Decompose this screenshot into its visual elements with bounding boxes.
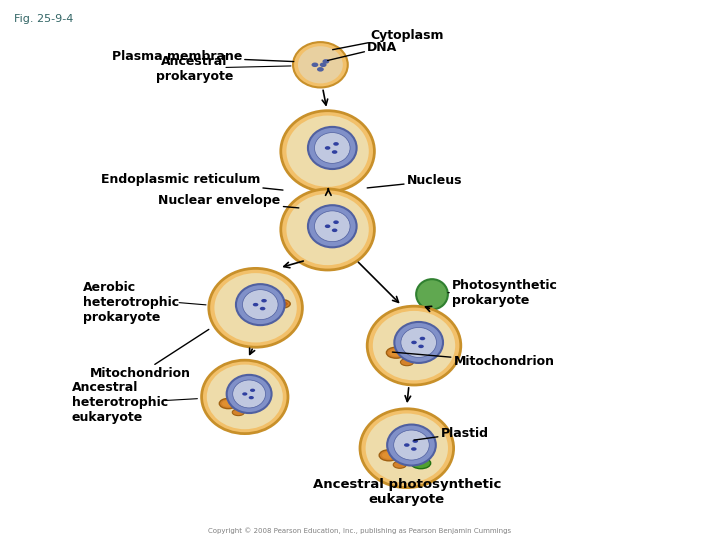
Text: Plasma membrane: Plasma membrane <box>112 50 294 63</box>
Ellipse shape <box>272 300 290 308</box>
Ellipse shape <box>332 150 338 154</box>
Text: Mitochondrion: Mitochondrion <box>90 329 209 380</box>
Text: Fig. 25-9-4: Fig. 25-9-4 <box>14 14 73 24</box>
Ellipse shape <box>222 400 235 407</box>
Text: Photosynthetic
prokaryote: Photosynthetic prokaryote <box>452 279 558 307</box>
Ellipse shape <box>332 228 338 232</box>
Ellipse shape <box>243 289 278 320</box>
Text: Ancestral
prokaryote: Ancestral prokaryote <box>156 55 233 83</box>
Ellipse shape <box>287 194 369 265</box>
Ellipse shape <box>261 299 267 302</box>
Ellipse shape <box>387 347 406 358</box>
Ellipse shape <box>209 268 302 347</box>
Ellipse shape <box>227 375 271 413</box>
Ellipse shape <box>207 364 283 429</box>
Text: Cytoplasm: Cytoplasm <box>333 29 444 50</box>
Ellipse shape <box>260 307 266 310</box>
Ellipse shape <box>333 220 339 224</box>
Ellipse shape <box>360 409 454 488</box>
Ellipse shape <box>325 225 330 228</box>
Ellipse shape <box>308 205 356 247</box>
Text: Nucleus: Nucleus <box>367 174 462 188</box>
Ellipse shape <box>315 211 350 242</box>
Ellipse shape <box>215 273 297 342</box>
Ellipse shape <box>395 322 443 363</box>
Ellipse shape <box>293 42 348 87</box>
Ellipse shape <box>325 146 330 150</box>
Ellipse shape <box>236 284 284 325</box>
Ellipse shape <box>400 359 413 366</box>
Ellipse shape <box>404 443 410 447</box>
Ellipse shape <box>233 380 266 408</box>
Ellipse shape <box>366 414 448 483</box>
Ellipse shape <box>333 142 339 146</box>
Ellipse shape <box>373 311 455 380</box>
Ellipse shape <box>281 111 374 192</box>
Ellipse shape <box>250 389 255 392</box>
Ellipse shape <box>402 451 415 458</box>
Ellipse shape <box>323 59 329 64</box>
Ellipse shape <box>202 360 288 434</box>
Text: Plastid: Plastid <box>414 427 489 440</box>
Ellipse shape <box>387 424 436 465</box>
Ellipse shape <box>390 349 403 356</box>
Ellipse shape <box>248 396 254 399</box>
Ellipse shape <box>233 409 244 416</box>
Ellipse shape <box>411 341 417 344</box>
Text: Nuclear envelope: Nuclear envelope <box>158 194 299 208</box>
Ellipse shape <box>420 337 426 340</box>
Ellipse shape <box>320 63 327 67</box>
Text: Aerobic
heterotrophic
prokaryote: Aerobic heterotrophic prokaryote <box>83 281 179 324</box>
Ellipse shape <box>315 133 350 163</box>
Ellipse shape <box>416 279 448 309</box>
Ellipse shape <box>382 452 396 459</box>
Ellipse shape <box>287 116 369 187</box>
Ellipse shape <box>379 450 399 461</box>
Ellipse shape <box>275 301 288 307</box>
Ellipse shape <box>411 458 431 469</box>
Ellipse shape <box>308 127 356 169</box>
Ellipse shape <box>394 430 429 460</box>
Text: DNA: DNA <box>328 41 397 60</box>
Ellipse shape <box>281 189 374 270</box>
Ellipse shape <box>393 461 406 468</box>
Text: Copyright © 2008 Pearson Education, Inc., publishing as Pearson Benjamin Cumming: Copyright © 2008 Pearson Education, Inc.… <box>208 527 512 534</box>
Text: Ancestral photosynthetic
eukaryote: Ancestral photosynthetic eukaryote <box>312 478 501 507</box>
Ellipse shape <box>220 399 238 409</box>
Ellipse shape <box>298 46 343 83</box>
Text: Ancestral
heterotrophic
eukaryote: Ancestral heterotrophic eukaryote <box>72 381 168 424</box>
Ellipse shape <box>367 306 461 385</box>
Ellipse shape <box>242 392 248 396</box>
Text: Mitochondrion: Mitochondrion <box>392 352 554 368</box>
Ellipse shape <box>312 63 318 67</box>
Text: Endoplasmic reticulum: Endoplasmic reticulum <box>101 173 283 190</box>
Ellipse shape <box>317 67 324 72</box>
Ellipse shape <box>411 447 417 451</box>
Ellipse shape <box>418 345 424 348</box>
Ellipse shape <box>401 327 436 357</box>
Ellipse shape <box>413 440 418 443</box>
Ellipse shape <box>253 303 258 306</box>
